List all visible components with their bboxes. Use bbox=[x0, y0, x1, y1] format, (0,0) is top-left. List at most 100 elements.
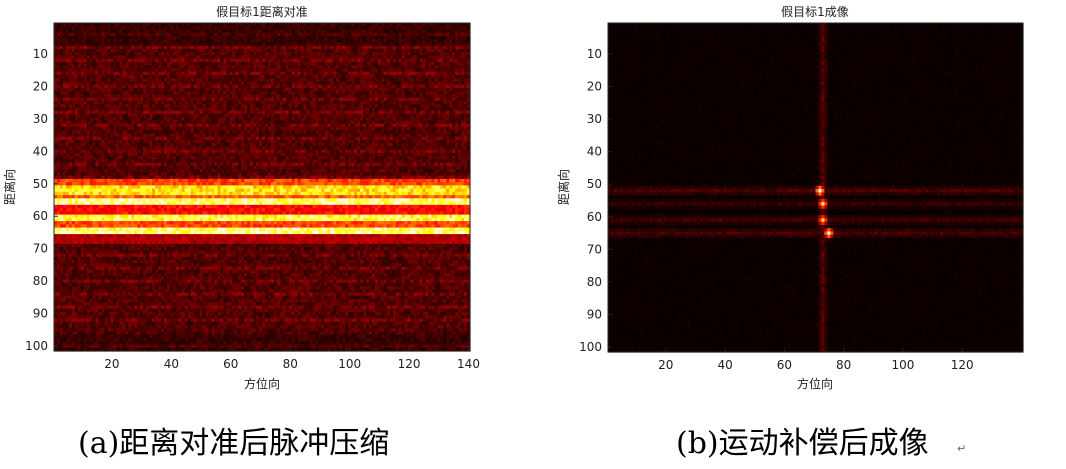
heat-cell bbox=[56, 32, 61, 37]
heat-cell bbox=[101, 48, 106, 53]
heat-cell bbox=[339, 61, 343, 66]
heat-cell bbox=[247, 52, 251, 57]
heat-cell bbox=[235, 32, 239, 37]
heat-cell bbox=[190, 52, 195, 57]
heat-cell bbox=[101, 42, 106, 47]
heat-cell bbox=[327, 42, 331, 47]
heat-cell bbox=[163, 32, 168, 37]
heat-cell bbox=[89, 42, 94, 47]
heat-cell bbox=[345, 48, 349, 53]
heat-cell bbox=[184, 68, 189, 73]
heat-cell bbox=[374, 35, 379, 40]
heat-cell bbox=[410, 48, 415, 53]
heat-cell bbox=[163, 29, 168, 34]
heat-cell bbox=[288, 55, 293, 60]
heat-cell bbox=[324, 23, 328, 27]
heat-cell bbox=[434, 32, 438, 37]
heat-cell bbox=[125, 55, 129, 60]
heat-cell bbox=[149, 61, 153, 66]
heat-cell bbox=[253, 42, 257, 47]
heat-cell bbox=[196, 55, 201, 60]
heat-cell bbox=[184, 45, 189, 50]
heat-cell bbox=[83, 23, 88, 27]
heat-cell bbox=[92, 52, 97, 57]
heat-cell bbox=[241, 61, 245, 66]
heat-cell bbox=[119, 52, 123, 57]
heat-cell bbox=[131, 42, 135, 47]
heat-cell bbox=[86, 23, 91, 27]
heat-cell bbox=[264, 35, 269, 40]
heat-cell bbox=[452, 32, 456, 37]
heat-cell bbox=[386, 26, 391, 31]
heat-cell bbox=[217, 26, 221, 31]
heat-cell bbox=[125, 26, 129, 31]
heat-cell bbox=[279, 52, 284, 57]
heat-cell bbox=[270, 29, 275, 34]
heat-cell bbox=[95, 26, 100, 31]
heat-cell bbox=[401, 58, 406, 63]
heat-cell bbox=[312, 23, 317, 27]
heat-cell bbox=[321, 29, 325, 34]
heat-cell bbox=[113, 52, 117, 57]
heat-cell bbox=[363, 29, 367, 34]
heat-cell bbox=[443, 29, 447, 34]
heat-cell bbox=[107, 65, 112, 70]
heat-cell bbox=[306, 26, 311, 31]
heat-cell bbox=[131, 55, 135, 60]
heat-cell bbox=[360, 58, 364, 63]
heat-cell bbox=[98, 68, 103, 73]
heat-cell bbox=[235, 39, 239, 44]
heat-cell bbox=[294, 52, 299, 57]
heat-cell bbox=[86, 55, 91, 60]
heat-cell bbox=[128, 26, 132, 31]
heat-cell bbox=[181, 32, 186, 37]
heat-cell bbox=[247, 55, 251, 60]
heat-cell bbox=[208, 42, 213, 47]
heat-cell bbox=[54, 61, 58, 66]
heat-cell bbox=[110, 39, 115, 44]
heat-cell bbox=[250, 55, 254, 60]
heat-cell bbox=[235, 23, 239, 27]
heat-cell bbox=[279, 35, 284, 40]
heat-cell bbox=[363, 26, 367, 31]
heat-cell bbox=[416, 58, 421, 63]
heat-cell bbox=[211, 45, 216, 50]
heat-cell bbox=[74, 68, 79, 73]
heat-cell bbox=[155, 48, 159, 53]
heat-cell bbox=[368, 55, 373, 60]
heat-cell bbox=[467, 55, 471, 60]
heat-cell bbox=[270, 52, 275, 57]
heat-cell bbox=[160, 61, 165, 66]
heat-cell bbox=[196, 61, 201, 66]
heat-cell bbox=[119, 65, 123, 70]
heat-cell bbox=[241, 52, 245, 57]
heat-cell bbox=[125, 39, 129, 44]
heat-cell bbox=[264, 52, 269, 57]
heat-cell bbox=[152, 68, 156, 73]
heat-cell bbox=[446, 26, 450, 31]
heat-cell bbox=[196, 45, 201, 50]
heat-cell bbox=[77, 55, 82, 60]
heat-cell bbox=[208, 55, 213, 60]
heat-cell bbox=[217, 23, 221, 27]
heat-cell bbox=[244, 32, 248, 37]
heat-cell bbox=[235, 65, 239, 70]
heat-cell bbox=[83, 58, 88, 63]
heat-cell bbox=[143, 39, 147, 44]
heat-cell bbox=[458, 55, 462, 60]
heat-cell bbox=[80, 39, 85, 44]
heat-cell bbox=[267, 29, 272, 34]
heat-cell bbox=[407, 45, 412, 50]
heat-cell bbox=[56, 61, 61, 66]
heat-cell bbox=[205, 42, 210, 47]
heat-cell bbox=[172, 68, 177, 73]
heat-cell bbox=[238, 55, 242, 60]
heat-cell bbox=[190, 32, 195, 37]
heat-cell bbox=[342, 52, 346, 57]
heat-cell bbox=[137, 61, 141, 66]
heat-cell bbox=[392, 55, 397, 60]
heat-cell bbox=[92, 35, 97, 40]
heat-cell bbox=[80, 55, 85, 60]
heat-cell bbox=[190, 23, 195, 27]
heat-cell bbox=[187, 26, 192, 31]
